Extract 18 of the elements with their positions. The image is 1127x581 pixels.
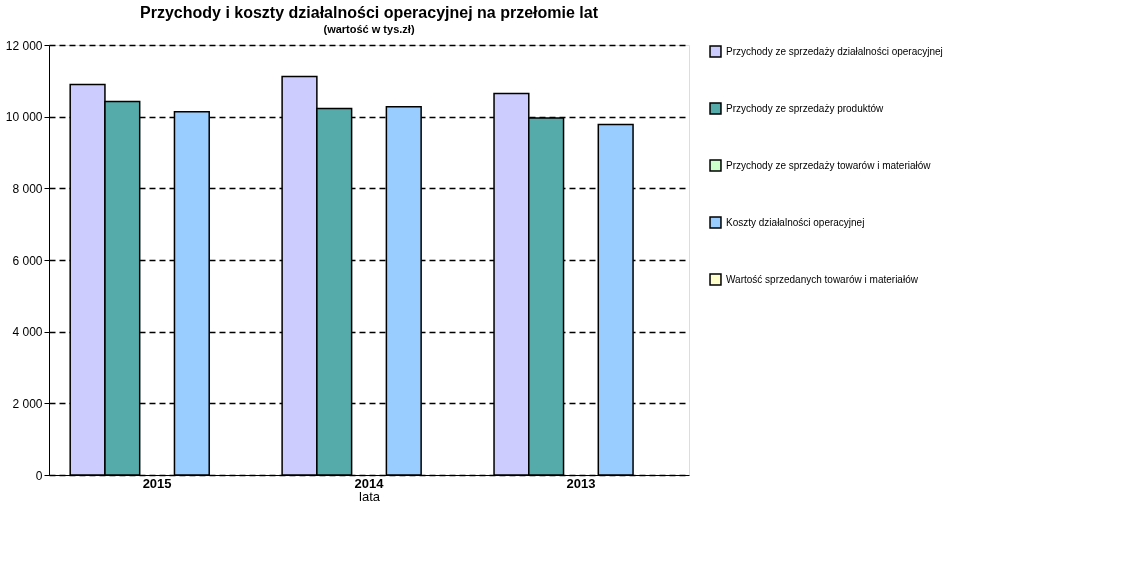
legend-label: Przychody ze sprzedaży działalności operacyjnej [726, 45, 943, 57]
y-tick-label: 6 000 [12, 253, 43, 268]
y-tick-label: 2 000 [12, 396, 43, 411]
legend-label: Przychody ze sprzedaży towarów i materiałów [726, 159, 932, 171]
y-tick-label: 4 000 [12, 325, 43, 340]
x-axis-title: lata [359, 488, 381, 504]
legend-label: Koszty działalności operacyjnej [726, 216, 865, 228]
legend-label: Przychody ze sprzedaży produktów [726, 102, 885, 114]
chart-title: Przychody i koszty działalności operacyjnej na przełomie lat [140, 4, 599, 21]
y-tick-label: 10 000 [5, 110, 43, 125]
x-tick-label: 2015 [142, 475, 172, 491]
y-tick-label: 0 [35, 468, 43, 483]
y-tick-label: 8 000 [12, 181, 43, 196]
x-tick-label: 2013 [566, 475, 596, 491]
y-tick-label: 12 000 [5, 38, 43, 53]
legend-label: Wartość sprzedanych towarów i materiałów [726, 273, 919, 285]
chart-subtitle: (wartość w tys.zł) [323, 23, 415, 35]
x-tick-label: 2014 [354, 475, 385, 491]
